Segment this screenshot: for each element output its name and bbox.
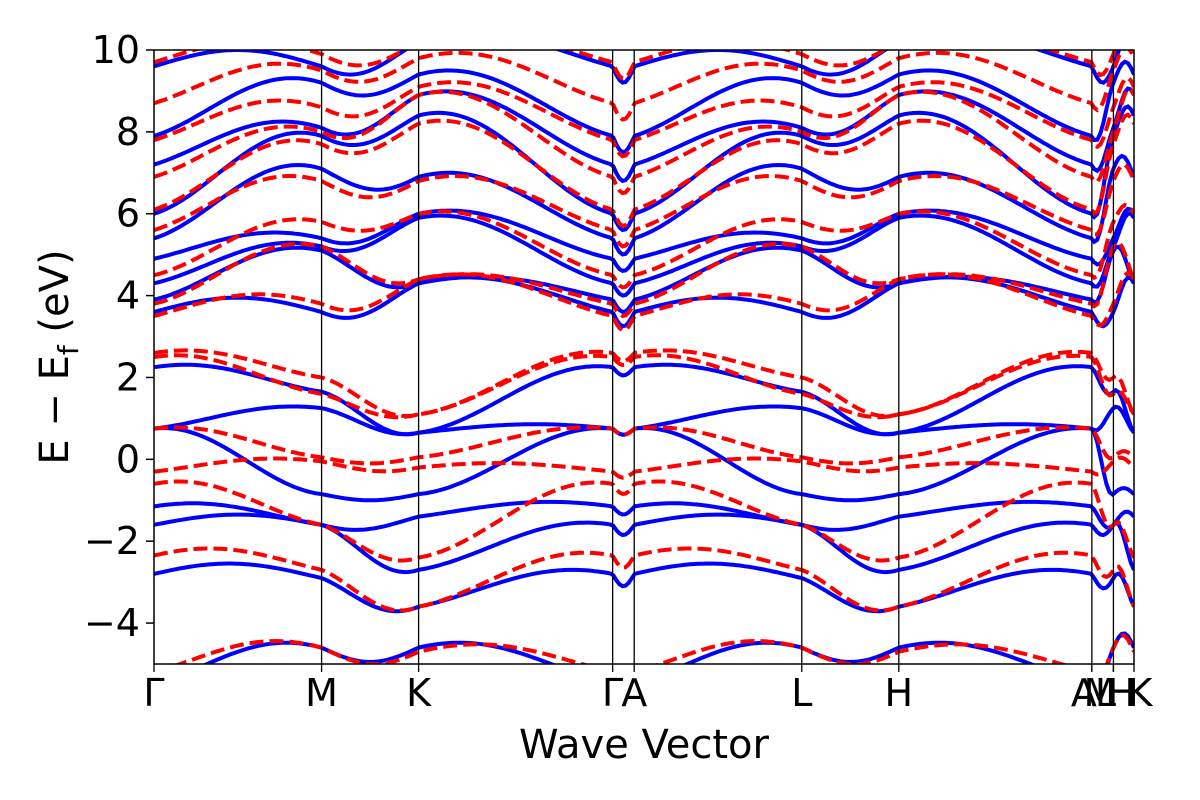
dashed-band-line: [154, 479, 1134, 563]
kpoint-label: M: [305, 671, 338, 715]
plot-background: [154, 50, 1134, 664]
dashed-band-line: [154, 425, 1134, 466]
y-tick-label: 2: [116, 355, 140, 399]
solid-band-line: [154, 211, 1134, 298]
solid-band-line: [154, 86, 1134, 184]
dashed-band-line: [154, 270, 1134, 333]
kpoint-label: A: [621, 671, 647, 715]
kpoint-label: K: [406, 671, 432, 715]
dashed-band-line: [154, 202, 1134, 290]
y-tick-label: 10: [92, 28, 140, 72]
dashed-band-line: [154, 240, 1134, 319]
kpoint-label: A: [1071, 671, 1097, 715]
kpoint-lines: [320, 50, 1115, 664]
kpoint-label: L: [791, 671, 812, 715]
dashed-band-line: [154, 75, 1134, 159]
dashed-band-line: [154, 112, 1134, 229]
y-tick-label: 6: [116, 192, 140, 236]
dashed-band-line: [154, 87, 1134, 196]
dashed-band-line: [154, 50, 1118, 81]
dashed-band-line: [154, 348, 1134, 419]
y-axis-title-main: E − E: [32, 355, 78, 465]
kpoint-label: M: [1083, 671, 1116, 715]
y-tick-label: −2: [84, 519, 140, 563]
y-axis-title: E − Ef (eV): [32, 249, 85, 464]
dashed-band-line: [154, 162, 1134, 249]
dashed-band-line: [154, 455, 1134, 480]
y-axis-title-subscript: f: [52, 344, 85, 355]
plot-frame: [153, 49, 1135, 665]
solid-band-line: [154, 104, 1134, 233]
kpoint-label: H: [885, 671, 914, 715]
y-tick-label: 4: [116, 274, 140, 318]
y-tick-label: −4: [84, 601, 140, 645]
solid-band-line: [154, 50, 1122, 85]
dashed-band-line: [154, 353, 1134, 420]
dashed-band-line: [173, 633, 1134, 664]
x-axis-title: Wave Vector: [519, 722, 770, 768]
kpoint-label: K: [1128, 671, 1154, 715]
dashed-band-line: [154, 50, 1134, 122]
kpoint-label: Γ: [143, 671, 164, 715]
y-tick-label: 0: [116, 437, 140, 481]
solid-band-line: [154, 59, 1134, 155]
solid-band-line: [154, 561, 1134, 614]
dashed-band-line: [154, 546, 1134, 613]
solid-band-line: [154, 206, 1134, 273]
kpoint-label: Γ: [602, 671, 623, 715]
kpoint-label: H: [1107, 671, 1136, 715]
y-ticks: −4 −2 0 2 4 6 8 10: [84, 28, 154, 645]
bands-layer: [154, 50, 1134, 664]
y-tick-label: 8: [116, 110, 140, 154]
y-axis-title-unit: (eV): [32, 249, 78, 345]
kpoint-label: L: [1095, 671, 1116, 715]
